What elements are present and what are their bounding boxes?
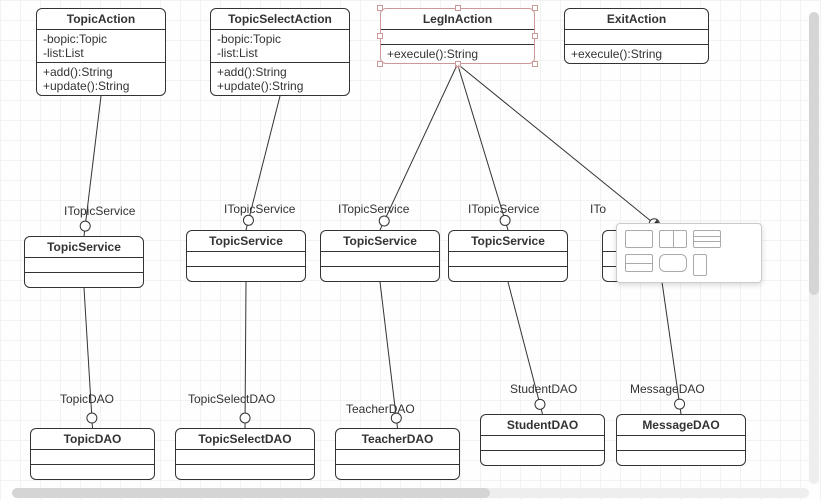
selection-handle[interactable]: [532, 5, 538, 11]
uml-attributes: -bopic:Topic-list:List: [211, 30, 349, 63]
palette-shape-icon[interactable]: [659, 230, 687, 248]
uml-operations: [187, 267, 305, 281]
selection-handle[interactable]: [377, 61, 383, 67]
uml-class-title: TopicService: [449, 231, 567, 252]
uml-operation: +add():String: [43, 65, 159, 79]
vertical-scrollbar[interactable]: [809, 12, 819, 484]
uml-operations: [481, 451, 604, 465]
uml-attributes: [321, 252, 439, 267]
uml-class-title: LegInAction: [381, 9, 534, 30]
uml-class-title: TopicSelectDAO: [176, 429, 314, 450]
selection-connector-icon[interactable]: ×: [453, 63, 463, 73]
uml-class-topicSelectAction[interactable]: TopicSelectAction-bopic:Topic-list:List+…: [210, 8, 350, 96]
palette-shape-icon[interactable]: [659, 254, 687, 272]
uml-attributes: [187, 252, 305, 267]
uml-operations: [336, 465, 459, 479]
uml-attribute: -list:List: [43, 46, 159, 60]
uml-class-studentDAO[interactable]: StudentDAO: [480, 414, 605, 466]
uml-class-topicDAO[interactable]: TopicDAO: [30, 428, 155, 480]
selection-handle[interactable]: [455, 5, 461, 11]
uml-class-legInAction[interactable]: LegInAction +execule():String: [380, 8, 535, 64]
uml-operation: +execule():String: [387, 47, 528, 61]
edge-label: ITopicService: [224, 202, 295, 216]
uml-operations: [176, 465, 314, 479]
palette-shape-icon[interactable]: [693, 230, 721, 248]
uml-operations: +execule():String: [565, 45, 708, 63]
uml-class-topicService2[interactable]: TopicService: [186, 230, 306, 282]
uml-operations: [617, 451, 745, 465]
diagram-canvas[interactable]: TopicAction-bopic:Topic-list:List+add():…: [0, 0, 821, 500]
uml-operation: +add():String: [217, 65, 343, 79]
uml-operations: +add():String+update():String: [211, 63, 349, 95]
uml-class-topicAction[interactable]: TopicAction-bopic:Topic-list:List+add():…: [36, 8, 166, 96]
uml-attribute: -list:List: [217, 46, 343, 60]
uml-attributes: -bopic:Topic-list:List: [37, 30, 165, 63]
uml-attribute: -bopic:Topic: [217, 32, 343, 46]
uml-operations: [449, 267, 567, 281]
uml-operations: +add():String+update():String: [37, 63, 165, 95]
edge-label: TopicDAO: [60, 392, 114, 406]
edge-label: ITopicService: [64, 204, 135, 218]
uml-class-topicService4[interactable]: TopicService: [448, 230, 568, 282]
uml-attributes: [481, 436, 604, 451]
uml-class-title: MessageDAO: [617, 415, 745, 436]
uml-class-title: TopicDAO: [31, 429, 154, 450]
edge-label: TopicSelectDAO: [188, 392, 275, 406]
edge-label: ITopicService: [468, 202, 539, 216]
uml-attribute: -bopic:Topic: [43, 32, 159, 46]
uml-attributes: [176, 450, 314, 465]
uml-class-title: ExitAction: [565, 9, 708, 30]
uml-class-title: TopicService: [187, 231, 305, 252]
uml-class-exitAction[interactable]: ExitAction +execule():String: [564, 8, 709, 64]
horizontal-scrollbar-thumb[interactable]: [12, 488, 490, 498]
uml-attributes: [25, 258, 143, 273]
horizontal-scrollbar[interactable]: [12, 488, 809, 498]
uml-class-title: StudentDAO: [481, 415, 604, 436]
vertical-scrollbar-thumb[interactable]: [809, 12, 819, 295]
edge-label: TeacherDAO: [346, 402, 415, 416]
uml-attributes: [617, 436, 745, 451]
selection-connector-icon[interactable]: ×: [453, 0, 463, 3]
uml-class-topicSelectDAO[interactable]: TopicSelectDAO: [175, 428, 315, 480]
uml-attributes: [336, 450, 459, 465]
uml-class-title: TopicSelectAction: [211, 9, 349, 30]
uml-attributes: [449, 252, 567, 267]
uml-class-title: TopicService: [321, 231, 439, 252]
uml-class-topicService3[interactable]: TopicService: [320, 230, 440, 282]
palette-shape-icon[interactable]: [693, 254, 707, 276]
uml-operation: +update():String: [217, 79, 343, 93]
uml-class-topicService1[interactable]: TopicService: [24, 236, 144, 288]
palette-shape-icon[interactable]: [625, 254, 653, 272]
uml-attributes: [31, 450, 154, 465]
selection-handle[interactable]: [532, 61, 538, 67]
selection-handle[interactable]: [377, 33, 383, 39]
uml-attributes: [381, 30, 534, 45]
uml-attributes: [565, 30, 708, 45]
shape-palette-popup[interactable]: [616, 223, 762, 283]
edge-label: StudentDAO: [510, 382, 577, 396]
uml-class-teacherDAO[interactable]: TeacherDAO: [335, 428, 460, 480]
edge-label: ITo: [590, 202, 606, 216]
edge-label: ITopicService: [338, 202, 409, 216]
uml-class-title: TeacherDAO: [336, 429, 459, 450]
uml-class-messageDAO[interactable]: MessageDAO: [616, 414, 746, 466]
uml-class-title: TopicService: [25, 237, 143, 258]
edge-label: MessageDAO: [630, 382, 705, 396]
uml-operations: [31, 465, 154, 479]
palette-shape-icon[interactable]: [625, 230, 653, 248]
uml-operations: [25, 273, 143, 287]
uml-operation: +update():String: [43, 79, 159, 93]
selection-handle[interactable]: [377, 5, 383, 11]
selection-handle[interactable]: [532, 33, 538, 39]
uml-operation: +execule():String: [571, 47, 702, 61]
uml-class-title: TopicAction: [37, 9, 165, 30]
uml-operations: [321, 267, 439, 281]
